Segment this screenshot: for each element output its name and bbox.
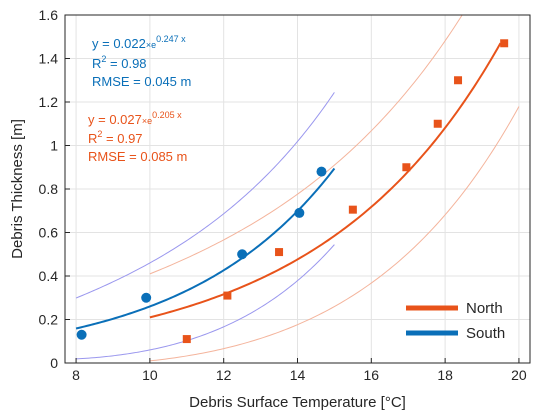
y-axis-title: Debris Thickness [m] [9, 119, 26, 259]
north-data-point [454, 76, 463, 85]
grid-lines [65, 14, 530, 364]
legend: North South [406, 300, 505, 342]
north-equation-base: y = 0.027 [88, 112, 142, 127]
y-tick-label: 0 [50, 355, 58, 371]
north-upper-bound [149, 15, 463, 275]
north-r2-sup: 2 [97, 129, 102, 139]
north-data-point [433, 119, 442, 128]
y-tick-label: 0.8 [39, 181, 59, 197]
y-tick-label: 1.6 [39, 7, 59, 23]
south-equation-exponent: 0.247 x [156, 34, 186, 44]
north-data-point [348, 205, 357, 214]
north-data-point [402, 163, 411, 172]
north-rmse: RMSE = 0.085 m [88, 149, 187, 164]
north-r2-base: R [88, 131, 97, 146]
legend-north-label: North [466, 300, 503, 317]
y-tick-label: 1 [50, 138, 58, 154]
south-equation-base: y = 0.022 [92, 36, 146, 51]
y-tick-label: 0.6 [39, 225, 59, 241]
south-lower-bound [76, 244, 335, 360]
south-equation: y = 0.022×e0.247 x [92, 34, 186, 51]
south-data-point [294, 207, 305, 218]
south-rmse: RMSE = 0.045 m [92, 74, 191, 89]
south-equation-mid: ×e [146, 40, 156, 50]
north-data-point [182, 335, 191, 344]
north-lower-bound [149, 106, 520, 362]
north-equation-exponent: 0.205 x [152, 110, 182, 120]
x-tick-label: 16 [364, 367, 380, 383]
south-data-point [76, 329, 87, 340]
south-fit-line [75, 167, 336, 330]
north-r2: R2 = 0.97 [88, 129, 143, 146]
x-tick-label: 8 [72, 367, 80, 383]
north-fit-line [149, 42, 502, 319]
x-tick-label: 10 [142, 367, 158, 383]
north-equation: y = 0.027×e0.205 x [88, 110, 182, 127]
north-data-point [223, 291, 232, 300]
axis-ticks: 8 10 12 14 16 18 20 0 0.2 0.4 0.6 0.8 1 1.2 1.4 1.6 [39, 7, 527, 383]
south-data-point [237, 249, 248, 260]
north-equation-mid: ×e [142, 116, 152, 126]
fit-curves [75, 42, 502, 330]
south-data-point [141, 292, 152, 303]
y-tick-label: 0.4 [39, 268, 59, 284]
legend-south-label: South [466, 325, 505, 342]
south-r2-sup: 2 [101, 54, 106, 64]
north-r2-value: = 0.97 [102, 131, 142, 146]
y-tick-label: 0.2 [39, 312, 59, 328]
south-r2-base: R [92, 56, 101, 71]
north-data-point [500, 39, 509, 48]
data-markers [76, 39, 509, 344]
y-tick-label: 1.4 [39, 51, 59, 67]
south-r2-value: = 0.98 [106, 56, 146, 71]
x-tick-label: 18 [437, 367, 453, 383]
south-r2: R2 = 0.98 [92, 54, 147, 71]
confidence-bands [75, 15, 520, 362]
x-axis-title: Debris Surface Temperature [°C] [189, 394, 406, 411]
x-tick-label: 14 [290, 367, 306, 383]
x-tick-label: 12 [216, 367, 232, 383]
y-tick-label: 1.2 [39, 94, 59, 110]
south-upper-bound [75, 92, 335, 299]
south-data-point [316, 166, 327, 177]
north-data-point [275, 248, 284, 257]
x-tick-label: 20 [511, 367, 527, 383]
